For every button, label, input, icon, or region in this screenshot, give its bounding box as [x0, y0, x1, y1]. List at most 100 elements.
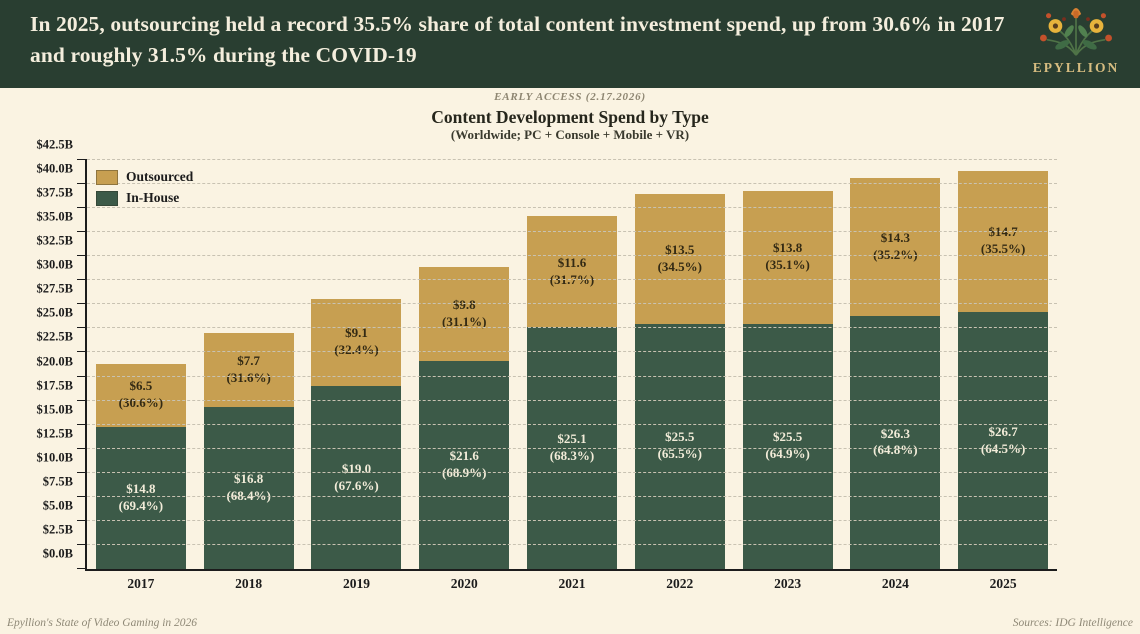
bar-slot-2023: $13.8 (35.1%) $25.5 (64.9%) 2023 [734, 160, 842, 591]
x-axis-label-2020: 2020 [450, 576, 478, 591]
y-axis-tick [77, 471, 87, 473]
bar-segment-inhouse: $26.3 (64.8%) [850, 315, 941, 569]
segment-value-label: $25.1 [557, 431, 587, 447]
segment-pct-label: (32.4%) [334, 342, 379, 358]
bar-slot-2020: $9.8 (31.1%) $21.6 (68.9%) 2020 [410, 160, 518, 591]
y-axis-tick [77, 255, 87, 257]
stacked-bar-2023: $13.8 (35.1%) $25.5 (64.9%) [742, 190, 833, 569]
bar-segment-inhouse: $14.8 (69.4%) [95, 426, 186, 569]
stacked-bar-2024: $14.3 (35.2%) $26.3 (64.8%) [850, 178, 941, 569]
gridline [87, 351, 1057, 353]
inhouse-swatch-icon [96, 190, 118, 206]
segment-pct-label: (67.6%) [334, 477, 379, 493]
bar-segment-outsourced: $6.5 (30.6%) [95, 364, 186, 427]
segment-value-label: $13.5 [665, 241, 695, 257]
x-axis-label-2021: 2021 [558, 576, 586, 591]
segment-value-label: $26.7 [988, 423, 1018, 439]
chart-title: Content Development Spend by Type [431, 107, 709, 127]
y-axis-label: $32.5B [36, 233, 73, 248]
stacked-bar-2021: $11.6 (31.7%) $25.1 (68.3%) [527, 215, 618, 569]
segment-value-label: $6.5 [129, 378, 153, 394]
segment-pct-label: (68.9%) [442, 465, 487, 481]
bar-segment-inhouse: $25.5 (65.5%) [634, 323, 725, 569]
y-axis-tick [77, 519, 87, 521]
gridline [87, 423, 1057, 425]
epyllion-logo: EPYLLION [1020, 2, 1132, 86]
segment-value-label: $25.5 [665, 429, 695, 445]
legend-item-outsourced: Outsourced [96, 169, 193, 185]
footer-source-right: Sources: IDG Intelligence [1012, 617, 1133, 629]
segment-value-label: $14.8 [126, 480, 156, 496]
segment-value-label: $21.6 [449, 448, 479, 464]
y-axis-label: $17.5B [36, 378, 73, 393]
segment-pct-label: (64.5%) [980, 440, 1026, 456]
bar-segment-outsourced: $9.8 (31.1%) [419, 266, 510, 362]
early-access-note: EARLY ACCESS (2.17.2026) [494, 91, 646, 103]
segment-value-label: $14.3 [880, 230, 910, 246]
segment-value-label: $11.6 [557, 254, 587, 270]
y-axis-label: $30.0B [36, 257, 73, 272]
bar-segment-inhouse: $19.0 (67.6%) [311, 386, 402, 569]
bar-segment-inhouse: $21.6 (68.9%) [419, 361, 510, 569]
gridline [87, 231, 1057, 233]
y-axis-tick [77, 303, 87, 305]
segment-value-label: $19.0 [341, 460, 372, 476]
segment-value-label: $9.1 [345, 325, 368, 341]
segment-pct-label: (69.4%) [118, 497, 164, 513]
bar-slot-2022: $13.5 (34.5%) $25.5 (65.5%) 2022 [626, 160, 734, 591]
y-axis-label: $42.5B [36, 137, 73, 152]
chart-subtitle: (Worldwide; PC + Console + Mobile + VR) [450, 127, 690, 142]
y-axis-label: $7.5B [42, 474, 73, 489]
segment-pct-label: (34.5%) [657, 258, 702, 274]
segment-value-label: $9.8 [452, 297, 476, 313]
bar-segment-outsourced: $7.7 (31.6%) [203, 333, 294, 408]
y-axis-tick [77, 495, 87, 497]
bar-segment-outsourced: $11.6 (31.7%) [527, 215, 618, 328]
x-axis-label-2025: 2025 [989, 576, 1017, 591]
segment-pct-label: (68.4%) [226, 488, 271, 504]
y-axis-label: $0.0B [42, 546, 73, 561]
y-axis-tick [77, 423, 87, 425]
gridline [87, 207, 1057, 209]
gridline [87, 375, 1057, 377]
bars-container: $6.5 (30.6%) $14.8 (69.4%) 2017 $7.7 (31.6%) $1… [87, 160, 1057, 591]
y-axis-tick [77, 159, 87, 160]
bar-slot-2018: $7.7 (31.6%) $16.8 (68.4%) 2018 [195, 160, 303, 591]
segment-pct-label: (65.5%) [657, 446, 702, 462]
stacked-bar-2025: $14.7 (35.5%) $26.7 (64.5%) [958, 170, 1049, 569]
bar-segment-outsourced: $13.5 (34.5%) [634, 193, 725, 324]
bar-slot-2017: $6.5 (30.6%) $14.8 (69.4%) 2017 [87, 160, 195, 591]
y-axis-label: $35.0B [36, 209, 73, 224]
gridline [87, 495, 1057, 497]
y-axis-tick [77, 447, 87, 449]
headline-text: In 2025, outsourcing held a record 35.5%… [30, 12, 1005, 67]
x-axis-label-2017: 2017 [127, 576, 155, 591]
y-axis-tick [77, 543, 87, 545]
segment-value-label: $25.5 [772, 429, 803, 445]
y-axis-tick [77, 375, 87, 377]
x-axis-label-2019: 2019 [342, 576, 370, 591]
y-axis-label: $22.5B [36, 329, 73, 344]
y-axis-label: $15.0B [36, 402, 73, 417]
stacked-bar-2017: $6.5 (30.6%) $14.8 (69.4%) [95, 364, 186, 569]
segment-value-label: $26.3 [880, 425, 910, 441]
segment-pct-label: (35.1%) [765, 257, 810, 273]
segment-value-label: $16.8 [234, 471, 264, 487]
x-axis-label-2023: 2023 [774, 576, 802, 591]
chart-legend: Outsourced In-House [96, 169, 193, 211]
segment-pct-label: (64.8%) [873, 442, 918, 458]
gridline [87, 519, 1057, 521]
segment-pct-label: (30.6%) [118, 395, 164, 411]
outsourced-swatch-icon [96, 169, 118, 185]
y-axis-label: $20.0B [36, 354, 73, 369]
y-axis-tick [77, 327, 87, 329]
x-axis-label-2022: 2022 [666, 576, 694, 591]
flower-bouquet-icon [1020, 2, 1132, 62]
bar-segment-outsourced: $13.8 (35.1%) [742, 190, 833, 324]
bar-slot-2021: $11.6 (31.7%) $25.1 (68.3%) 2021 [518, 160, 626, 591]
plot-area: Outsourced In-House $6.5 (30.6%) $14.8 (69.… [37, 138, 1057, 591]
segment-pct-label: (64.9%) [765, 446, 810, 462]
y-axis-label: $5.0B [42, 498, 73, 513]
y-axis-label: $2.5B [42, 522, 73, 537]
